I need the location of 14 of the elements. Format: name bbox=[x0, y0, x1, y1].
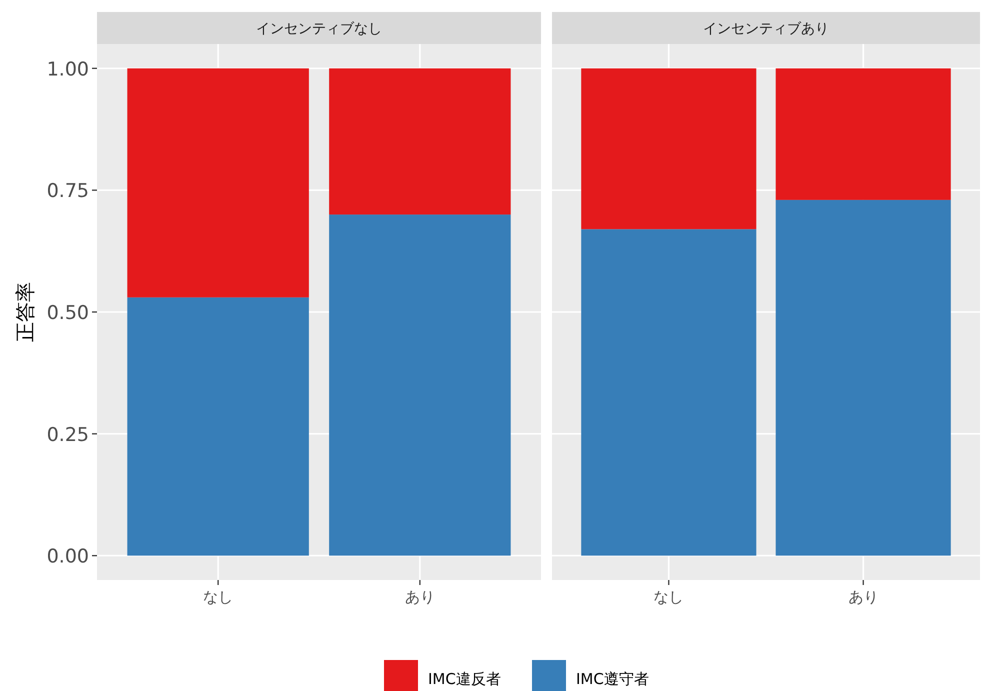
y-tick-label: 0.75 bbox=[46, 180, 89, 202]
y-tick-label: 0.00 bbox=[46, 546, 89, 568]
y-tick-label: 0.50 bbox=[46, 302, 89, 324]
x-tick-label: なし bbox=[203, 588, 234, 606]
y-axis-title: 正答率 bbox=[13, 282, 37, 342]
x-tick-label: なし bbox=[654, 588, 684, 606]
x-tick-label: あり bbox=[848, 588, 878, 606]
legend-label: IMC違反者 bbox=[428, 670, 501, 688]
chart-title: インセンティブあり bbox=[703, 21, 829, 37]
chart-title: インセンティブなし bbox=[256, 21, 382, 37]
x-tick-label: あり bbox=[404, 588, 435, 606]
y-tick-label: 0.25 bbox=[46, 424, 89, 446]
y-tick-label: 1.00 bbox=[46, 58, 89, 80]
legend-label: IMC遵守者 bbox=[576, 670, 649, 688]
